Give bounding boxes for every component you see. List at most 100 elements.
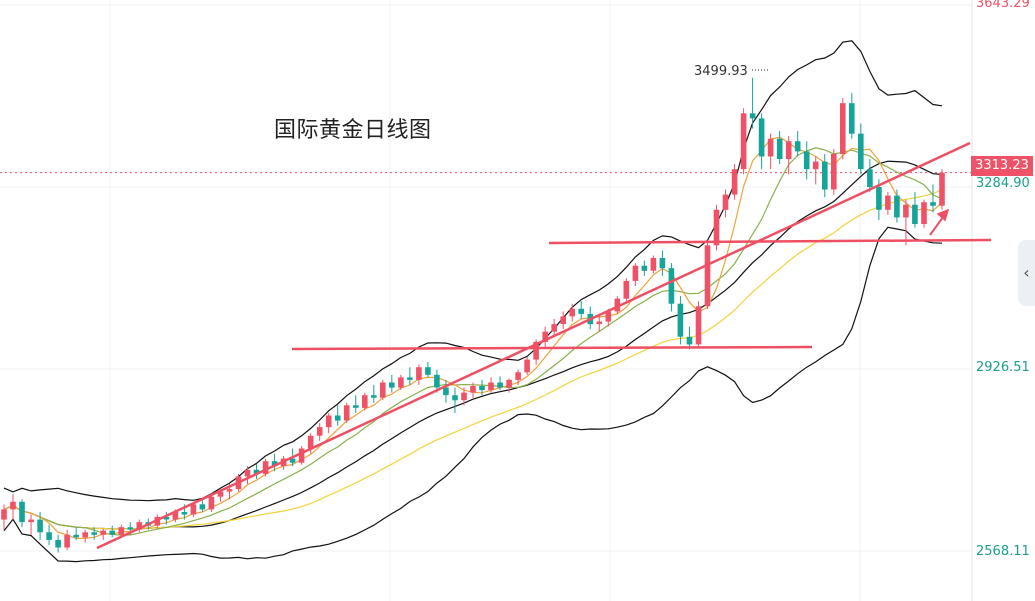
candle-body [37, 519, 43, 533]
candle-body [298, 448, 305, 463]
candle-body [91, 532, 97, 535]
axis-label-near-price: 3284.90 [976, 176, 1030, 191]
candle-body [912, 204, 918, 224]
support-line-lower [291, 345, 813, 351]
support-line-upper [548, 238, 992, 245]
ma-long [3, 188, 943, 530]
candle-body [704, 245, 711, 307]
candle-body [416, 367, 422, 380]
candle-body [803, 151, 810, 170]
candle-body [199, 504, 206, 510]
candle-body [497, 382, 503, 388]
candle-body [343, 405, 350, 421]
candle-body [921, 202, 927, 224]
axis-label-mid: 2926.51 [976, 360, 1030, 375]
candle-body [470, 386, 476, 393]
candle-body [686, 336, 693, 345]
candle-body [479, 386, 485, 391]
candle-body [64, 534, 70, 548]
candle-body [271, 461, 278, 467]
candle-body [623, 280, 630, 299]
candle-body [262, 461, 269, 474]
candle-body [163, 517, 170, 520]
candle-body [677, 303, 684, 337]
candle-body [551, 324, 557, 332]
peak-price-label: 3499.93 [694, 64, 748, 79]
candle-body [380, 382, 386, 398]
candle-body [713, 209, 720, 246]
candle-body [19, 501, 25, 523]
candle-body [217, 491, 224, 497]
candle-body [407, 377, 413, 380]
candle-body [767, 138, 774, 157]
candle-body [316, 427, 323, 436]
candle-body [226, 489, 233, 492]
candle-body [461, 392, 467, 401]
candle-body [46, 532, 52, 540]
ma-short [3, 136, 943, 539]
candle-body [289, 458, 296, 463]
candle-body [533, 341, 539, 360]
candle-body [885, 195, 891, 210]
candle-body [596, 321, 603, 324]
candle-body [389, 382, 395, 388]
candle-body [118, 527, 125, 535]
candle-body [849, 103, 855, 134]
candle-body [831, 153, 837, 190]
candle-body [569, 308, 575, 317]
chevron-left-icon: ‹ [1023, 263, 1030, 282]
candle-body [253, 469, 260, 474]
candle-body [1, 509, 7, 520]
candle-body [560, 316, 566, 324]
candle-body [136, 522, 143, 530]
candle-body [930, 202, 936, 206]
candle-body [722, 194, 729, 210]
candle-body [668, 268, 675, 304]
candle-body [208, 496, 215, 510]
candle-body [100, 530, 106, 535]
candle-body [506, 379, 512, 388]
candle-body [109, 530, 115, 535]
candle-body [334, 415, 341, 421]
candle-body [776, 138, 783, 159]
candle-body [307, 435, 314, 449]
ma-mid [3, 147, 943, 536]
candle-body [181, 512, 188, 515]
candle-body [785, 141, 792, 159]
price-axis: 3643.29 3284.90 2926.51 2568.11 [972, 0, 1035, 601]
candle-body [488, 382, 494, 391]
candle-body [812, 161, 819, 170]
candle-body [758, 118, 765, 157]
candle-body [794, 141, 801, 152]
candle-body [578, 308, 584, 314]
candle-body [650, 258, 657, 271]
candle-body [858, 133, 864, 170]
candle-body [515, 372, 521, 380]
candle-body [903, 204, 909, 218]
candle-body [614, 298, 621, 312]
bollinger-upper [3, 40, 943, 502]
bollinger-middle [3, 160, 943, 530]
candle-body [353, 405, 359, 408]
candle-body [524, 359, 530, 373]
candle-body [190, 504, 197, 515]
candle-body [695, 306, 702, 345]
collapse-panel-button[interactable]: ‹ [1018, 240, 1035, 306]
axis-label-bottom: 2568.11 [976, 544, 1030, 559]
current-price-badge: 3313.23 [971, 156, 1033, 176]
candle-body [632, 265, 639, 281]
candle-body [740, 113, 747, 170]
candle-body [749, 113, 756, 119]
chart-title: 国际黄金日线图 [274, 118, 432, 143]
candle-body [840, 103, 846, 154]
candle-body [867, 169, 873, 187]
candle-body [82, 532, 88, 538]
candle-body [822, 161, 828, 190]
candle-body [659, 258, 666, 269]
candle-body [605, 311, 612, 322]
candle-body [894, 195, 900, 218]
candle-body [542, 331, 548, 342]
candle-body [641, 265, 648, 271]
candle-body [731, 169, 738, 195]
